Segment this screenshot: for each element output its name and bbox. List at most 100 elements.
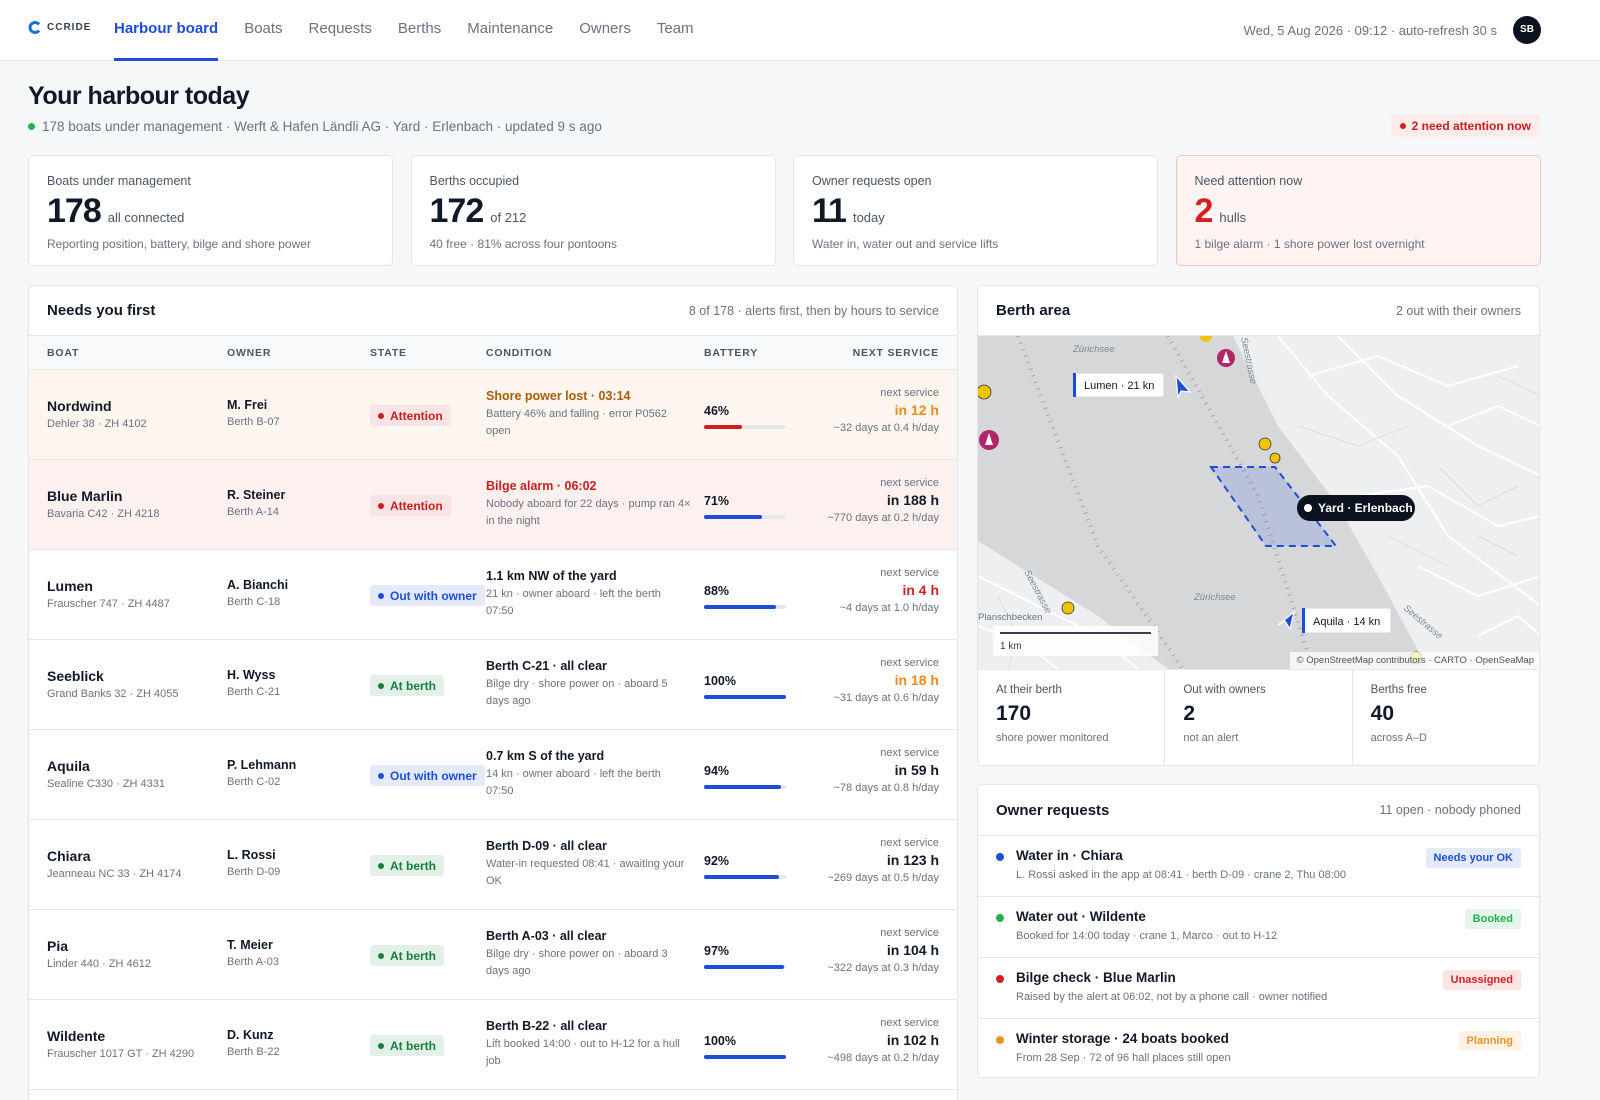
page-title: Your harbour today <box>28 82 250 110</box>
condition-detail: 21 kn · owner aboard · left the berth 07… <box>486 588 661 617</box>
berth-stats: At their berth 170 shore power monitored Ou… <box>978 669 1539 765</box>
boat-name: Nordwind <box>47 398 112 414</box>
map-shape <box>1477 614 1539 637</box>
map-markers <box>978 336 1423 665</box>
map-shape <box>1297 495 1415 521</box>
battery-track <box>704 1055 786 1059</box>
nav-item[interactable]: Maintenance <box>467 20 554 37</box>
state-badge: Attention <box>370 405 451 426</box>
berth: Berth B-22 <box>227 1046 280 1058</box>
column-header: NEXT SERVICE <box>852 347 939 359</box>
boat-name: Blue Marlin <box>47 488 123 504</box>
condition-cell: Berth D-09 · all clear Water-in requested… <box>486 839 691 890</box>
panel-meta: 11 open · nobody phoned <box>1379 803 1521 817</box>
attention-alert[interactable]: 2 need attention now <box>1390 114 1540 137</box>
request-item[interactable]: Bilge check · Blue Marlin Raised by the a… <box>978 958 1539 1019</box>
next-service-value: in 188 h <box>886 492 939 508</box>
kpi-card: Need attention now 2 hulls 1 bilge alarm · … <box>1175 155 1541 266</box>
condition-title: Bilge alarm · 06:02 <box>486 479 597 493</box>
boat-tag-label: Lumen · 21 kn <box>1084 380 1154 392</box>
kpi-unit: hulls <box>1219 210 1247 225</box>
next-service-value: in 4 h <box>902 582 939 598</box>
owner-cell: P. Lehmann Berth C-02 <box>227 758 296 788</box>
boat-cell: Lumen Frauscher 747 · ZH 4487 <box>47 578 170 610</box>
nav-item[interactable]: Boats <box>244 20 283 37</box>
boat-model: Bavaria C42 · ZH 4218 <box>47 508 160 520</box>
alert-text: 2 need attention now <box>1411 118 1531 133</box>
panel-header: Berth area 2 out with their owners <box>978 286 1539 336</box>
owner-cell: H. Wyss Berth C-21 <box>227 668 280 698</box>
kpi-unit: all connected <box>107 210 185 225</box>
owner-cell: A. Bianchi Berth C-18 <box>227 578 288 608</box>
condition-detail: Battery 46% and falling · error P0562 op… <box>486 408 667 437</box>
stat-value: 40 <box>1370 702 1395 725</box>
boat-name: Lumen <box>47 578 93 594</box>
table-row[interactable]: Aquila Sealine C330 · ZH 4331 P. Lehmann Be… <box>29 730 957 820</box>
request-dot <box>996 914 1004 922</box>
battery-cell: 100% <box>704 674 786 699</box>
table-row[interactable]: Seeblick Grand Banks 32 · ZH 4055 H. Wyss B… <box>29 640 957 730</box>
nav-item[interactable]: Owners <box>579 20 631 37</box>
next-service-cell: next service in 18 h ~31 days at 0.6 h/day <box>834 657 940 704</box>
state-dot <box>378 682 384 689</box>
state-badge: Attention <box>370 495 451 516</box>
lumen-tag[interactable]: Lumen · 21 kn <box>1072 372 1192 399</box>
battery-label: 97% <box>704 944 730 958</box>
condition-detail: Bilge dry · shore power on · aboard 5 da… <box>486 678 668 707</box>
battery-bar <box>704 965 784 969</box>
condition-cell: 0.7 km S of the yard 14 kn · owner aboard… <box>486 749 691 800</box>
battery-bar <box>704 875 780 879</box>
request-item[interactable]: Water out · Wildente Booked for 14:00 tod… <box>978 897 1539 958</box>
table-row[interactable]: Nordwind Dehler 38 · ZH 4102 M. Frei Berth … <box>29 370 957 460</box>
yard-tag[interactable]: Yard · Erlenbach <box>1297 495 1415 521</box>
nav-item[interactable]: Berths <box>397 20 442 37</box>
state-text: At berth <box>390 678 436 693</box>
berth-stat: Berths free 40 across A–D <box>1353 670 1539 765</box>
table-row[interactable]: Pia Linder 440 · ZH 4612 T. Meier Berth A-0… <box>29 910 957 1000</box>
needs-panel: Needs you first 8 of 178 · alerts first, … <box>28 285 958 1100</box>
next-service-label: next service <box>880 657 939 669</box>
table-row[interactable]: Chiara Jeanneau NC 33 · ZH 4174 L. Rossi Be… <box>29 820 957 910</box>
battery-cell: 88% <box>704 584 786 609</box>
kpi-label: Need attention now <box>1194 174 1303 188</box>
request-badge: Unassigned <box>1442 970 1521 990</box>
column-header: OWNER <box>227 347 272 359</box>
next-service-detail: ~269 days at 0.5 h/day <box>827 872 939 884</box>
owner-cell: D. Kunz Berth B-22 <box>227 1028 280 1058</box>
battery-bar <box>704 785 782 789</box>
berth-map[interactable]: Zürichsee Zürichsee Planschbecken Seestr… <box>978 336 1540 669</box>
owner-name: R. Steiner <box>227 488 286 502</box>
condition-cell: Berth B-22 · all clear Lift booked 14:00 … <box>486 1019 691 1070</box>
column-header: CONDITION <box>486 347 553 359</box>
request-dot <box>996 975 1004 983</box>
battery-label: 46% <box>704 404 730 418</box>
owner-name: D. Kunz <box>227 1028 274 1042</box>
map-shape <box>1061 601 1075 615</box>
request-item[interactable]: Water in · Chiara L. Rossi asked in the a… <box>978 836 1539 897</box>
aquila-tag[interactable]: Aquila · 14 kn <box>1277 607 1392 634</box>
owner-name: T. Meier <box>227 938 273 952</box>
scale-bar: 1 km <box>993 626 1158 656</box>
state-text: Attention <box>390 408 443 423</box>
stat-note: not an alert <box>1183 732 1239 744</box>
nav-item[interactable]: Requests <box>308 20 372 37</box>
boat-tag-label: Aquila · 14 kn <box>1313 616 1380 628</box>
table-row[interactable]: Lumen Frauscher 747 · ZH 4487 A. Bianchi Be… <box>29 550 957 640</box>
nav-item[interactable]: Harbour board <box>114 0 219 61</box>
next-service-detail: ~770 days at 0.2 h/day <box>827 512 939 524</box>
request-item[interactable]: Winter storage · 24 boats booked From 28 … <box>978 1019 1539 1077</box>
nav-item[interactable]: Team <box>656 20 694 37</box>
table-row[interactable]: Blue Marlin Bavaria C42 · ZH 4218 R. Stein… <box>29 460 957 550</box>
map-shape <box>1387 535 1449 567</box>
condition-title: Berth A-03 · all clear <box>486 929 607 943</box>
avatar[interactable]: SB <box>1513 16 1541 44</box>
state-text: Out with owner <box>390 588 477 603</box>
owner-name: L. Rossi <box>227 848 276 862</box>
brand[interactable]: CCRIDE <box>28 21 91 34</box>
request-dot <box>996 853 1004 861</box>
state-cell: At berth <box>370 675 444 696</box>
condition-title: Berth C-21 · all clear <box>486 659 607 673</box>
table-row[interactable]: Wildente Frauscher 1017 GT · ZH 4290 D. Ku… <box>29 1000 957 1090</box>
